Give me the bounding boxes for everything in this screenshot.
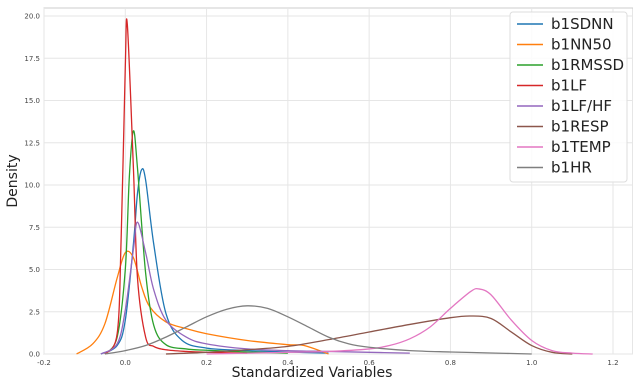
x-tick-label: 0.2 [201,359,212,367]
series-line [165,315,573,355]
legend-label: b1RESP [551,118,609,136]
series-line [206,287,593,355]
y-tick-label: 10.0 [24,182,40,190]
legend-label: b1RMSSD [551,56,624,74]
y-tick-label: 5.0 [29,266,40,274]
x-tick-label: 1.2 [607,359,618,367]
x-axis-label: Standardized Variables [232,365,393,381]
y-tick-label: 20.0 [24,13,40,21]
y-tick-label: 15.0 [24,97,40,105]
series-line [104,18,248,355]
series-group [76,18,593,355]
y-axis-label: Density [5,154,21,207]
legend-label: b1SDNN [551,15,614,33]
x-tick-label: 1.0 [526,359,537,367]
x-tick-label: 0.6 [364,359,376,367]
legend-label: b1TEMP [551,138,611,156]
x-tick-labels: -0.2 0.0 0.2 0.4 0.6 0.8 1.0 1.2 [37,359,618,367]
y-tick-label: 2.5 [29,308,40,316]
x-tick-label: -0.2 [37,359,51,367]
x-tick-label: 0.8 [445,359,456,367]
legend-label: b1LF [551,77,587,95]
y-tick-label: 7.5 [29,224,40,232]
x-tick-label: 0.4 [282,359,294,367]
legend-frame [509,11,628,183]
y-tick-label: 17.5 [24,55,40,63]
y-tick-label: 0.0 [29,351,40,359]
x-tick-label: 0.0 [120,359,131,367]
legend-label: b1NN50 [551,36,612,54]
legend: b1SDNN b1NN50 b1RMSSD b1LF b1LF/HF b1RESP b1TE… [509,11,628,183]
y-tick-label: 12.5 [24,139,40,147]
series-line [104,305,532,355]
y-tick-labels: 0.0 2.5 5.0 7.5 10.0 12.5 15.0 17.5 20.0 [24,13,40,359]
legend-label: b1LF/HF [551,97,612,115]
legend-label: b1HR [551,159,592,177]
series-line [104,130,288,355]
